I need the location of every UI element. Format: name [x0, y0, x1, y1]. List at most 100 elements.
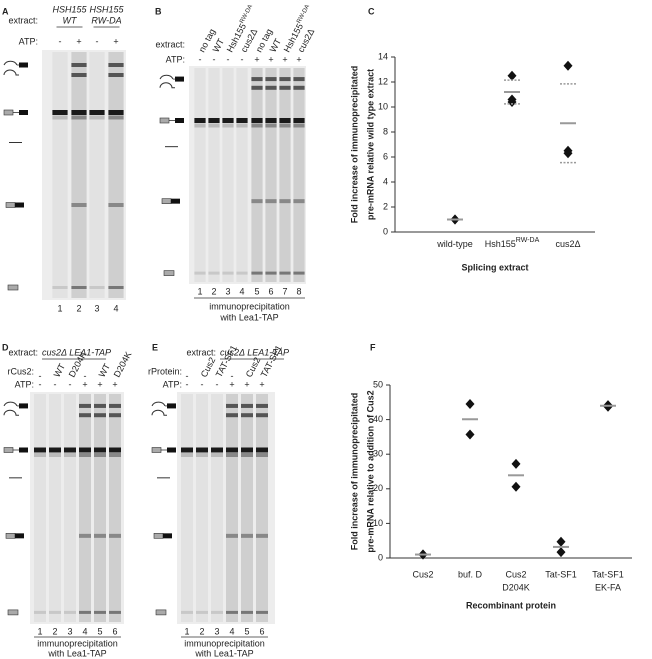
lane-number: 4 [239, 286, 244, 296]
gel-band [226, 610, 238, 614]
lane-label-text: WT [52, 362, 68, 379]
lane-number: 5 [254, 286, 259, 296]
icon-lariat [3, 401, 18, 407]
icon-exon1 [161, 198, 172, 204]
lane-number: 6 [112, 626, 117, 636]
gel-band [279, 199, 291, 204]
y-tick-label: 50 [373, 379, 383, 389]
gel-band [208, 123, 220, 128]
gel-lane [94, 394, 106, 622]
atp-label: ATP: [15, 379, 34, 389]
gel-lane [181, 394, 193, 622]
icon-lariat [3, 69, 19, 76]
lane-number: 2 [199, 626, 204, 636]
gel-band [109, 403, 121, 408]
gel-band [241, 453, 253, 457]
gel-band [236, 271, 248, 275]
atp-label: ATP: [166, 54, 185, 64]
lane-label-text: - [186, 371, 189, 381]
extract-name: cus2Δ LEA1-TAP [42, 347, 111, 357]
gel-band [208, 118, 220, 123]
icon-exon2 [15, 533, 24, 539]
gel-band [34, 447, 46, 453]
gel-band [211, 453, 223, 457]
y-tick-label: 10 [373, 518, 383, 528]
y-tick-label: 14 [378, 51, 388, 61]
gel-band [89, 115, 105, 120]
lane-label: - [231, 371, 234, 381]
icon-exon2 [15, 202, 24, 208]
gel-band [71, 286, 87, 289]
lane-label-text: TAT-SF1 [214, 344, 239, 379]
gel-lane [79, 394, 91, 622]
gel-band [52, 286, 68, 289]
gel-band [108, 203, 124, 207]
data-point [563, 148, 573, 159]
lane-number: 8 [296, 286, 301, 296]
gel-band [222, 271, 234, 275]
lane-label-text: - [84, 371, 87, 381]
gel-band [241, 533, 253, 538]
atp-sign: + [259, 379, 264, 389]
atp-sign: + [282, 54, 287, 64]
gel-band [256, 413, 268, 418]
x-tick-label: D204K [502, 582, 530, 592]
gel-band [94, 453, 106, 457]
gel-band [251, 85, 263, 90]
icon-exon1 [163, 270, 175, 276]
gel-band [94, 413, 106, 418]
icon-exon1 [159, 117, 170, 124]
gel-band [109, 447, 121, 453]
atp-sign: + [254, 54, 259, 64]
atp-sign: - [39, 379, 42, 389]
lane-label-text: - [39, 371, 42, 381]
atp-sign: + [113, 36, 118, 46]
gel-lane [236, 68, 248, 282]
gel-band [194, 271, 206, 275]
atp-sign: + [229, 379, 234, 389]
gel-band [251, 271, 263, 275]
extract-name: cus2Δ LEA1-TAP [220, 347, 289, 357]
lane-number: 2 [211, 286, 216, 296]
lane-label: WT [52, 362, 68, 379]
gel-band [109, 610, 121, 614]
gel-band [108, 63, 124, 67]
icon-exon2 [163, 533, 172, 539]
gel-band [109, 413, 121, 418]
icon-lariat [151, 409, 167, 416]
atp-sign: - [227, 54, 230, 64]
gel-band [196, 447, 208, 453]
x-tick-label: Cus2 [412, 569, 433, 579]
gel-lane [108, 52, 124, 298]
gel-band [94, 533, 106, 538]
lane-label-text: WT [97, 362, 113, 379]
x-tick-label: Tat-SF1 [592, 569, 624, 579]
atp-sign: - [96, 36, 99, 46]
gel-band [226, 403, 238, 408]
lane-number: 7 [282, 286, 287, 296]
y-tick-label: 4 [383, 176, 388, 186]
icon-exon2 [19, 110, 28, 115]
panel-letter: E [152, 342, 158, 352]
gel-band [71, 110, 87, 115]
icon-exon1 [5, 202, 16, 208]
icon-exon2 [167, 447, 176, 453]
atp-sign: - [54, 379, 57, 389]
lane-number: 5 [97, 626, 102, 636]
gel-band [256, 533, 268, 538]
gel-band [64, 447, 76, 453]
gel-band [79, 453, 91, 457]
protein-label: rProtein: [148, 366, 182, 376]
panel-letter: B [155, 6, 162, 16]
gel-band [251, 199, 263, 204]
gel-band [181, 610, 193, 614]
gel-band [251, 123, 263, 128]
gel-band [52, 115, 68, 120]
icon-exon1 [3, 109, 14, 116]
atp-sign: - [216, 379, 219, 389]
x-tick-label-superscript: RW-DA [516, 237, 540, 244]
gel-lane [241, 394, 253, 622]
gel-lane [251, 68, 263, 282]
strain-label: WT [63, 15, 78, 25]
panel-letter: D [2, 342, 9, 352]
